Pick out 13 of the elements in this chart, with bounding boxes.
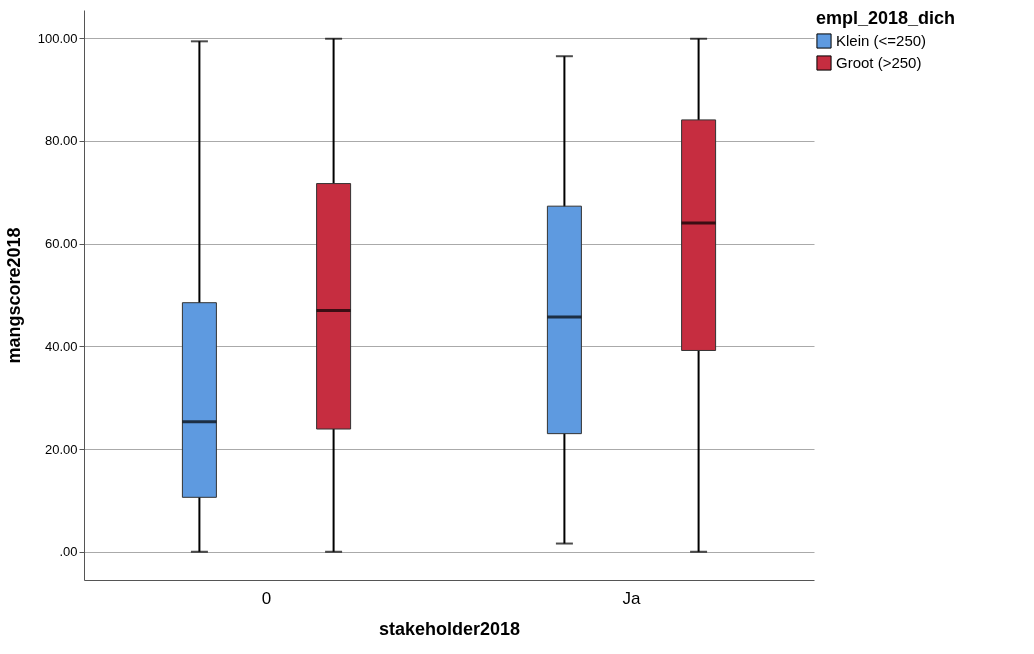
y-tick-label: 80.00 (44, 133, 78, 149)
y-axis-title: mangscore2018 (3, 227, 24, 364)
x-tick-label: 0 (261, 588, 272, 608)
y-tick-label: 40.00 (44, 338, 78, 354)
x-axis-title: stakeholder2018 (378, 618, 521, 639)
legend-label: Groot (>250) (836, 54, 922, 71)
y-tick-label: .00 (59, 544, 78, 560)
x-tick-label: Ja (622, 588, 642, 608)
y-tick-label: 100.00 (37, 30, 78, 46)
legend-label: Klein (<=250) (836, 32, 927, 49)
legend-title: empl_2018_dich (816, 8, 956, 28)
y-tick-label: 60.00 (44, 236, 78, 252)
y-tick-label: 20.00 (44, 441, 78, 457)
